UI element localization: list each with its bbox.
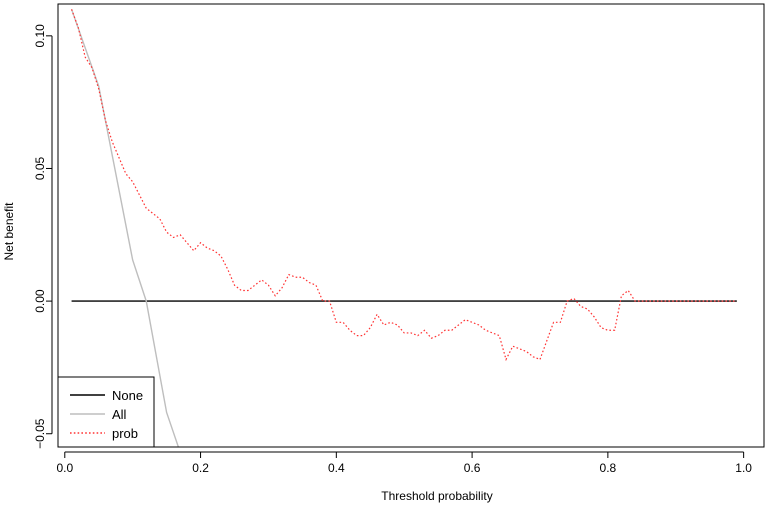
series-lines	[70, 9, 737, 447]
legend-label-none: None	[112, 388, 143, 403]
legend-label-all: All	[112, 407, 127, 422]
legend: None All prob	[57, 376, 155, 448]
y-axis-label: Net benefit	[2, 202, 16, 261]
x-axis-label: Threshold probability	[381, 489, 492, 503]
x-tick-label: 0.0	[56, 461, 73, 475]
x-tick-label: 1.0	[735, 461, 752, 475]
y-tick-label: 0.00	[33, 289, 47, 313]
legend-label-prob: prob	[112, 426, 138, 441]
axes: 0.0 0.2 0.4 0.6 0.8 1.0 −0.05 0.00 0.05 0.10	[33, 24, 752, 475]
series-line-prob	[71, 9, 737, 362]
x-tick-label: 0.8	[600, 461, 617, 475]
legend-box	[57, 376, 155, 448]
y-tick-label: 0.05	[33, 156, 47, 180]
x-tick-label: 0.4	[328, 461, 345, 475]
plot-frame	[57, 3, 765, 448]
x-tick-label: 0.2	[192, 461, 209, 475]
y-tick-label: 0.10	[33, 24, 47, 48]
x-tick-label: 0.6	[464, 461, 481, 475]
y-tick-label: −0.05	[33, 418, 47, 449]
